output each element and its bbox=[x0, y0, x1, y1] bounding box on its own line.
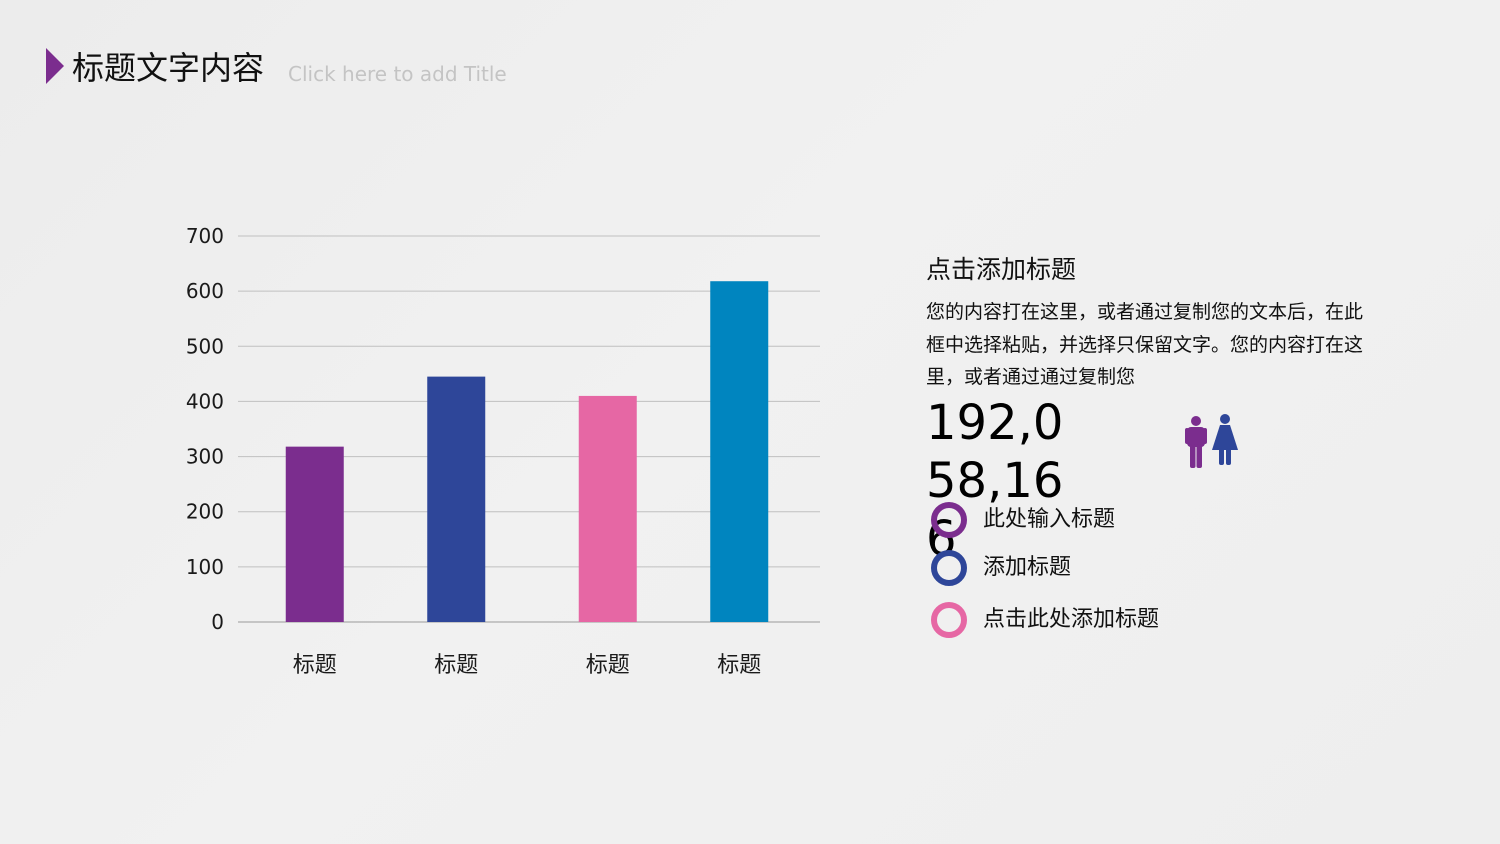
bar bbox=[427, 376, 486, 622]
female-person-icon bbox=[1212, 414, 1238, 465]
y-tick-label: 500 bbox=[186, 334, 224, 358]
legend-label: 添加标题 bbox=[983, 555, 1072, 580]
chart-x-axis: 标题 标题 标题 标题 bbox=[293, 653, 762, 678]
page-title: 标题文字内容 bbox=[72, 49, 265, 87]
chart-bars bbox=[285, 281, 769, 622]
bar bbox=[710, 281, 769, 622]
y-tick-label: 200 bbox=[186, 500, 224, 524]
male-person-icon bbox=[1185, 416, 1207, 468]
bar bbox=[285, 446, 344, 622]
ring-icon bbox=[931, 602, 967, 638]
y-tick-label: 700 bbox=[186, 224, 224, 248]
legend-label: 点击此处添加标题 bbox=[983, 607, 1160, 632]
x-category-label: 标题 bbox=[293, 653, 337, 678]
bar-chart: 0 100 200 300 400 500 600 700 标题 标题 标题 标题 bbox=[186, 224, 820, 678]
side-body-text: 您的内容打在这里，或者通过复制您的文本后，在此框中选择粘贴，并选择只保留文字。您… bbox=[926, 301, 1364, 388]
y-tick-label: 400 bbox=[186, 389, 224, 413]
y-tick-label: 100 bbox=[186, 555, 224, 579]
statistic-number: 192,058,166 bbox=[926, 395, 1064, 567]
chart-y-axis: 0 100 200 300 400 500 600 700 bbox=[186, 224, 224, 634]
title-arrow-icon bbox=[46, 48, 64, 84]
y-tick-label: 0 bbox=[211, 610, 224, 634]
bar bbox=[578, 395, 637, 622]
side-title: 点击添加标题 bbox=[926, 255, 1077, 284]
legend-label: 此处输入标题 bbox=[983, 507, 1116, 532]
ring-icon bbox=[931, 502, 967, 538]
people-icons bbox=[1182, 412, 1242, 474]
x-category-label: 标题 bbox=[717, 653, 761, 678]
ring-icon bbox=[931, 550, 967, 586]
x-category-label: 标题 bbox=[586, 653, 630, 678]
page-subtitle: Click here to add Title bbox=[288, 62, 507, 86]
y-tick-label: 600 bbox=[186, 279, 224, 303]
x-category-label: 标题 bbox=[434, 653, 478, 678]
y-tick-label: 300 bbox=[186, 445, 224, 469]
